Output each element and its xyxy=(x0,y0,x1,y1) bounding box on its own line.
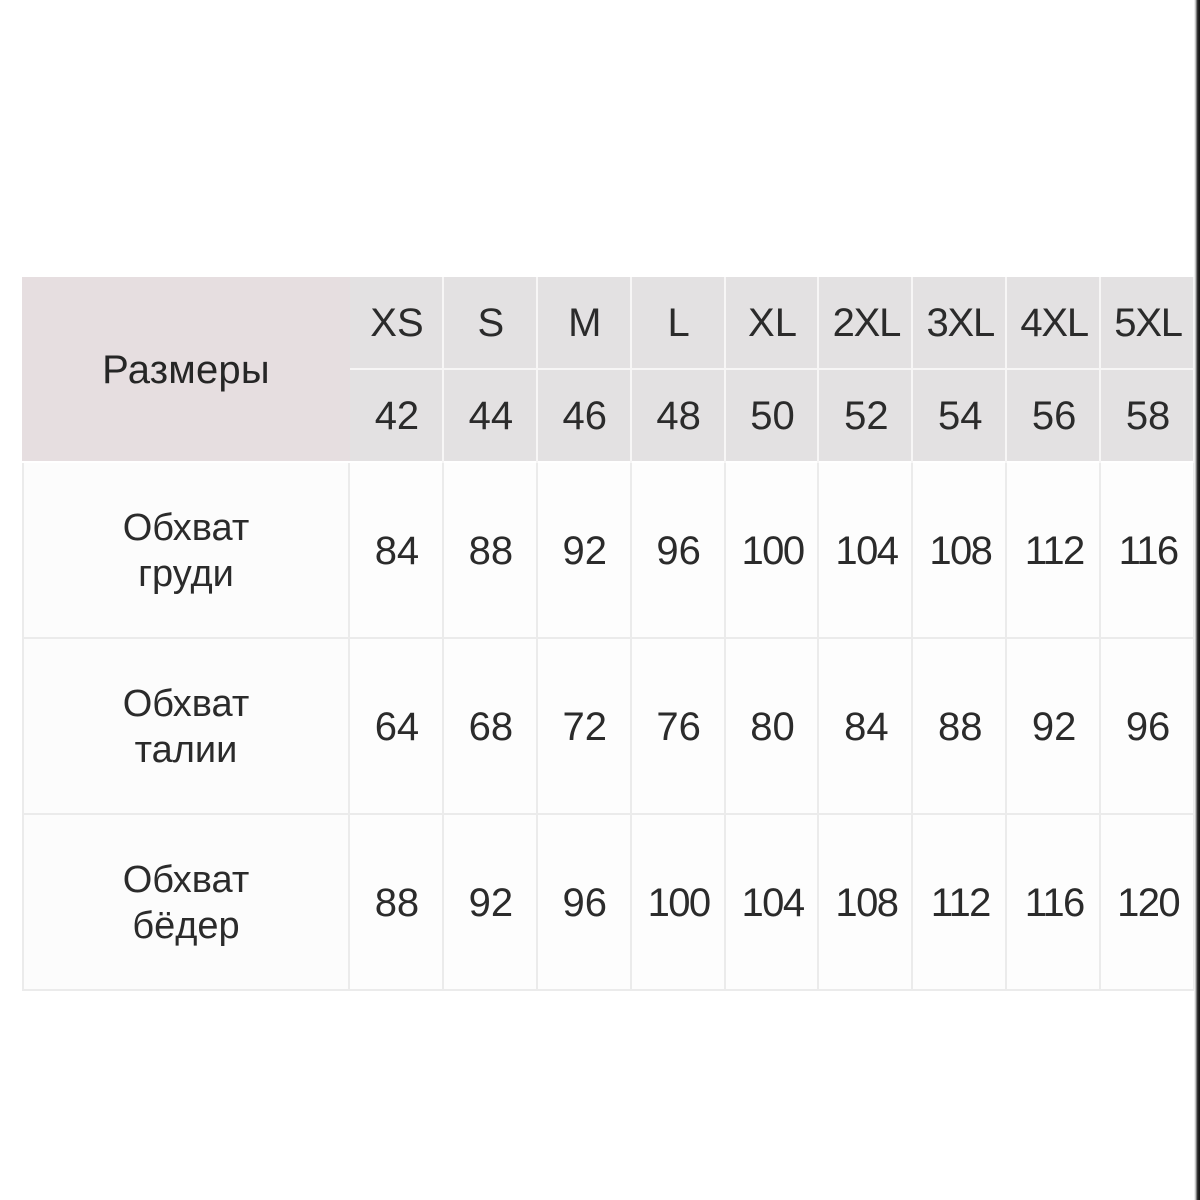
header-num-44: 44 xyxy=(443,370,538,463)
header-num-52: 52 xyxy=(819,370,914,463)
row-label-hips: Обхват бёдер xyxy=(22,815,350,991)
header-row-numbers: 42 44 46 48 50 52 54 56 58 xyxy=(22,370,1196,463)
cell-chest-m: 92 xyxy=(537,463,632,639)
cell-hips-s: 92 xyxy=(443,815,538,991)
row-label-line1: Обхват xyxy=(122,506,250,549)
header-num-56: 56 xyxy=(1007,370,1102,463)
header-size-2xl: 2XL xyxy=(819,277,914,370)
row-label-line2: бёдер xyxy=(132,905,240,947)
cell-hips-5xl: 120 xyxy=(1101,815,1196,991)
header-size-xl: XL xyxy=(725,277,820,370)
cell-waist-2xl: 84 xyxy=(819,639,914,815)
header-num-42: 42 xyxy=(350,370,444,463)
table-row-hips: Обхват бёдер 88 92 96 100 104 108 112 11… xyxy=(22,815,1196,991)
cell-waist-s: 68 xyxy=(443,639,538,815)
row-label-line2: талии xyxy=(134,729,238,771)
header-size-l: L xyxy=(631,277,726,370)
row-label-waist: Обхват талии xyxy=(22,639,350,815)
cell-chest-xs: 84 xyxy=(350,463,444,639)
row-label-line1: Обхват xyxy=(122,858,250,901)
row-label-chest: Обхват груди xyxy=(22,463,350,639)
cell-hips-2xl: 108 xyxy=(819,815,914,991)
cell-waist-3xl: 88 xyxy=(913,639,1008,815)
table-row-chest: Обхват груди 84 88 92 96 100 104 108 112… xyxy=(22,463,1196,639)
header-size-4xl: 4XL xyxy=(1007,277,1102,370)
size-chart-table: Размеры XS S M L XL 2XL 3XL 4XL 5XL 42 4… xyxy=(22,277,1196,991)
cell-hips-4xl: 116 xyxy=(1007,815,1102,991)
cell-chest-3xl: 108 xyxy=(913,463,1008,639)
cell-hips-m: 96 xyxy=(537,815,632,991)
header-size-5xl: 5XL xyxy=(1101,277,1196,370)
table-row-waist: Обхват талии 64 68 72 76 80 84 88 92 96 xyxy=(22,639,1196,815)
cell-hips-l: 100 xyxy=(631,815,726,991)
cell-chest-5xl: 116 xyxy=(1101,463,1196,639)
cell-chest-4xl: 112 xyxy=(1007,463,1102,639)
header-num-46: 46 xyxy=(537,370,632,463)
header-size-m: M xyxy=(537,277,632,370)
cell-waist-5xl: 96 xyxy=(1101,639,1196,815)
cell-hips-3xl: 112 xyxy=(913,815,1008,991)
row-label-line1: Обхват xyxy=(122,682,250,725)
cell-hips-xs: 88 xyxy=(350,815,444,991)
cell-chest-l: 96 xyxy=(631,463,726,639)
cell-waist-xs: 64 xyxy=(350,639,444,815)
cell-waist-l: 76 xyxy=(631,639,726,815)
cell-chest-xl: 100 xyxy=(725,463,820,639)
header-size-3xl: 3XL xyxy=(913,277,1008,370)
header-num-58: 58 xyxy=(1101,370,1196,463)
header-num-54: 54 xyxy=(913,370,1008,463)
cell-chest-s: 88 xyxy=(443,463,538,639)
header-num-48: 48 xyxy=(631,370,726,463)
cell-waist-xl: 80 xyxy=(725,639,820,815)
cell-waist-4xl: 92 xyxy=(1007,639,1102,815)
cell-waist-m: 72 xyxy=(537,639,632,815)
header-row-letters: Размеры XS S M L XL 2XL 3XL 4XL 5XL xyxy=(22,277,1196,463)
header-size-xs: XS xyxy=(350,277,444,370)
table-header: Размеры XS S M L XL 2XL 3XL 4XL 5XL 42 4… xyxy=(22,277,1196,463)
right-edge-artifact xyxy=(1194,0,1200,1200)
cell-chest-2xl: 104 xyxy=(819,463,914,639)
size-chart-title-cell: Размеры xyxy=(22,277,350,463)
row-label-line2: груди xyxy=(138,553,234,595)
cell-hips-xl: 104 xyxy=(725,815,820,991)
header-num-50: 50 xyxy=(725,370,820,463)
header-size-s: S xyxy=(443,277,538,370)
table-body: Обхват груди 84 88 92 96 100 104 108 112… xyxy=(22,463,1196,991)
